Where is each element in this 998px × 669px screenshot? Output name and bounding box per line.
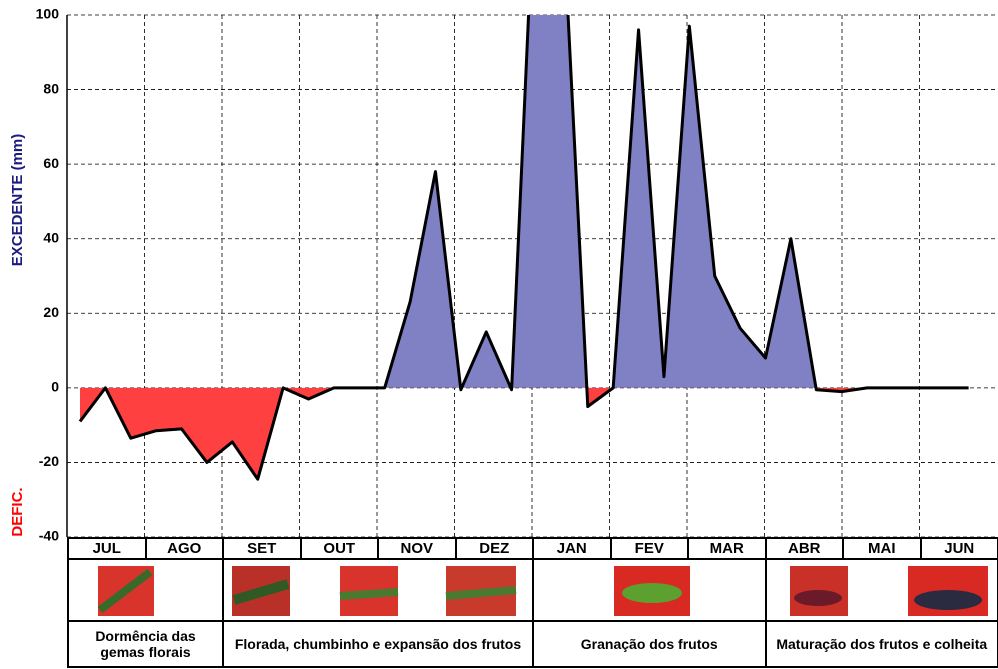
month-label: DEZ	[455, 537, 535, 560]
phase-label: Maturação dos frutos e colheita	[765, 620, 998, 668]
photo-cell	[222, 558, 534, 622]
month-label: SET	[222, 537, 302, 560]
y-tick-label: 100	[36, 6, 60, 22]
month-label: JUN	[920, 537, 998, 560]
month-label: MAI	[842, 537, 922, 560]
month-label: NOV	[377, 537, 457, 560]
photo-cell	[532, 558, 767, 622]
y-tick-label: 80	[43, 80, 59, 96]
y-tick-label: 0	[51, 379, 59, 395]
month-label: FEV	[610, 537, 690, 560]
month-label: ABR	[765, 537, 845, 560]
photo-cell	[67, 558, 224, 622]
phase-label: Florada, chumbinho e expansão dos frutos	[222, 620, 534, 668]
month-label: OUT	[300, 537, 380, 560]
phase-label: Dormência das gemas florais	[67, 620, 224, 668]
y-tick-label: -20	[39, 453, 59, 469]
y-tick-label: 20	[43, 304, 59, 320]
y-tick-label: 60	[43, 155, 59, 171]
phase-label: Granação dos frutos	[532, 620, 767, 668]
photo-cell	[765, 558, 998, 622]
y-axis-label-negative: DEFIC.	[9, 487, 26, 536]
y-tick-label: -40	[39, 528, 59, 544]
y-tick-label: 40	[43, 229, 59, 245]
month-label: MAR	[687, 537, 767, 560]
month-label: JAN	[532, 537, 612, 560]
page: EXCEDENTE (mm) DEFIC. -40 -20 0 20 40 60 80 100…	[0, 0, 998, 669]
month-label: AGO	[145, 537, 225, 560]
month-label: JUL	[67, 537, 147, 560]
y-axis-label: EXCEDENTE (mm)	[9, 134, 26, 267]
